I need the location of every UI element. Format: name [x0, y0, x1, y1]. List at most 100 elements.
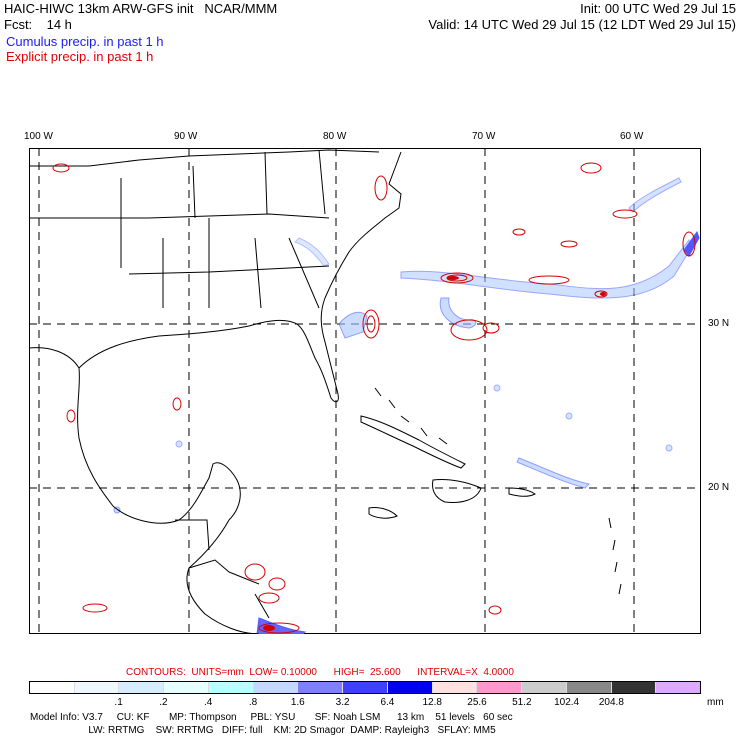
cuba: [360, 415, 466, 469]
colorbar-tick-label: .4: [204, 697, 213, 708]
lon-label-90w: 90 W: [174, 131, 198, 142]
colorbar-swatch: [343, 682, 388, 693]
colorbar-swatch: [566, 682, 612, 693]
init-time: Init: 00 UTC Wed 29 Jul 15: [580, 1, 736, 16]
explicit-precip-fill: [263, 276, 606, 631]
us-state-line-1: [29, 213, 330, 219]
explicit-cell-mx-2: [268, 577, 286, 591]
lon-label-70w: 70 W: [472, 131, 496, 142]
colorbar-unit: mm: [707, 697, 724, 708]
explicit-cell-carib: [488, 605, 502, 615]
us-state-line-8: [192, 165, 196, 219]
colorbar-tick-label: 25.6: [467, 697, 487, 708]
lon-label-80w: 80 W: [323, 131, 347, 142]
hispaniola: [432, 479, 482, 503]
cumulus-precip: [113, 177, 700, 634]
model-info-line-2: LW: RRTMG SW: RRTMG DIFF: full KM: 2D Sm…: [30, 725, 496, 736]
coastlines: [29, 149, 622, 634]
explicit-cell-ca-1: [258, 622, 300, 634]
lon-label-100w: 100 W: [24, 131, 53, 142]
colorbar-swatch: [119, 682, 165, 693]
colorbar-tick-label: 3.2: [335, 697, 350, 708]
explicit-cell-ne-3: [682, 231, 696, 257]
jamaica: [368, 507, 398, 519]
lat-label-30n: 30 N: [708, 318, 730, 329]
explicit-core-2: [600, 292, 606, 296]
colorbar-tick-label: .1: [114, 697, 123, 708]
explicit-precip: [52, 162, 696, 634]
lon-label-60w: 60 W: [620, 131, 644, 142]
explicit-cell-gulf-s: [172, 397, 182, 411]
explicit-core-3: [263, 625, 275, 631]
forecast-hour: Fcst: 14 h: [4, 17, 72, 32]
bahamas: [374, 387, 448, 445]
us-state-line-10: [318, 149, 326, 215]
explicit-core-1: [447, 276, 459, 280]
colorbar-swatch: [611, 682, 657, 693]
explicit-cell-ga-inner: [366, 315, 376, 333]
lesser-antilles: [608, 517, 622, 595]
cumulus-spot-3: [565, 412, 573, 420]
explicit-legend: Explicit precip. in past 1 h: [6, 49, 154, 64]
valid-time: Valid: 14 UTC Wed 29 Jul 15 (12 LDT Wed …: [428, 17, 736, 32]
explicit-cell-offshore-2: [528, 275, 570, 285]
cumulus-spot-4: [665, 444, 673, 452]
colorbar-swatch: [298, 682, 344, 693]
us-state-line-5: [254, 237, 262, 309]
colorbar-swatch: [208, 682, 254, 693]
colorbar-swatch: [522, 682, 567, 693]
us-state-line-6: [288, 237, 320, 309]
colorbar-swatch: [477, 682, 523, 693]
us-border-north: [29, 149, 380, 167]
colorbar-tick-label: 12.8: [422, 697, 442, 708]
map-plot: [29, 148, 701, 634]
cumulus-cell-ne: [683, 230, 700, 257]
lat-label-20n: 20 N: [708, 482, 730, 493]
explicit-cell-carolina: [374, 175, 388, 201]
colorbar-swatch: [387, 682, 433, 693]
colorbar-swatch: [74, 682, 120, 693]
explicit-cell-bahamas-2: [482, 322, 500, 334]
colorbar-tick-label: 51.2: [512, 697, 532, 708]
explicit-cell-bahamas: [450, 319, 488, 341]
us-state-line-2: [128, 265, 330, 275]
explicit-cell-east-1: [560, 240, 578, 248]
explicit-cell-ne-2: [612, 209, 638, 219]
model-info-line-1: Model Info: V3.7 CU: KF MP: Thompson PBL…: [30, 712, 513, 723]
cumulus-spot-2: [175, 440, 183, 448]
colorbar-swatch: [253, 682, 299, 693]
colorbar-tick-label: 204.8: [598, 697, 624, 708]
map-frame: [29, 148, 701, 634]
explicit-cell-east-2: [512, 228, 526, 236]
yucatan-border: [175, 519, 270, 619]
gulf-coast-north: [78, 151, 402, 403]
explicit-cell-gulf-nw: [52, 163, 70, 173]
explicit-cell-offshore-1: [440, 272, 474, 284]
explicit-cell-mx-1: [244, 563, 266, 581]
colorbar-tick-label: .8: [248, 697, 258, 708]
colorbar-swatch: [656, 682, 701, 693]
contours-summary: CONTOURS: UNITS=mm LOW= 0.10000 HIGH= 25…: [126, 667, 514, 678]
model-title: HAIC-HIWC 13km ARW-GFS init NCAR/MMM: [4, 1, 278, 16]
colorbar-swatch: [164, 682, 209, 693]
puerto-rico: [508, 487, 536, 497]
explicit-cell-ca-2: [258, 592, 280, 604]
colorbar-swatch: [30, 682, 75, 693]
cumulus-legend: Cumulus precip. in past 1 h: [6, 34, 164, 49]
colorbar-tick-label: 1.6: [290, 697, 305, 708]
cumulus-strip-se: [628, 177, 682, 213]
explicit-cell-ne: [580, 162, 602, 174]
colorbar-labels: .1 .2 .4 .8 1.6 3.2 6.4 12.8 25.6 51.2 102.4 204.8: [29, 697, 701, 709]
cumulus-spot-5: [493, 384, 501, 392]
explicit-cell-gulf-sw: [66, 409, 76, 423]
explicit-cell-ga: [362, 309, 380, 339]
cumulus-line-east: [516, 457, 591, 489]
colorbar: [29, 681, 701, 694]
colorbar-swatch: [432, 682, 478, 693]
colorbar-tick-label: .2: [159, 697, 168, 708]
explicit-cell-offshore-3: [594, 290, 608, 298]
us-state-line-9: [264, 151, 268, 215]
gulf-coast: [29, 347, 260, 634]
explicit-cell-mx-3: [82, 603, 108, 613]
colorbar-tick-label: 102.4: [554, 697, 580, 708]
